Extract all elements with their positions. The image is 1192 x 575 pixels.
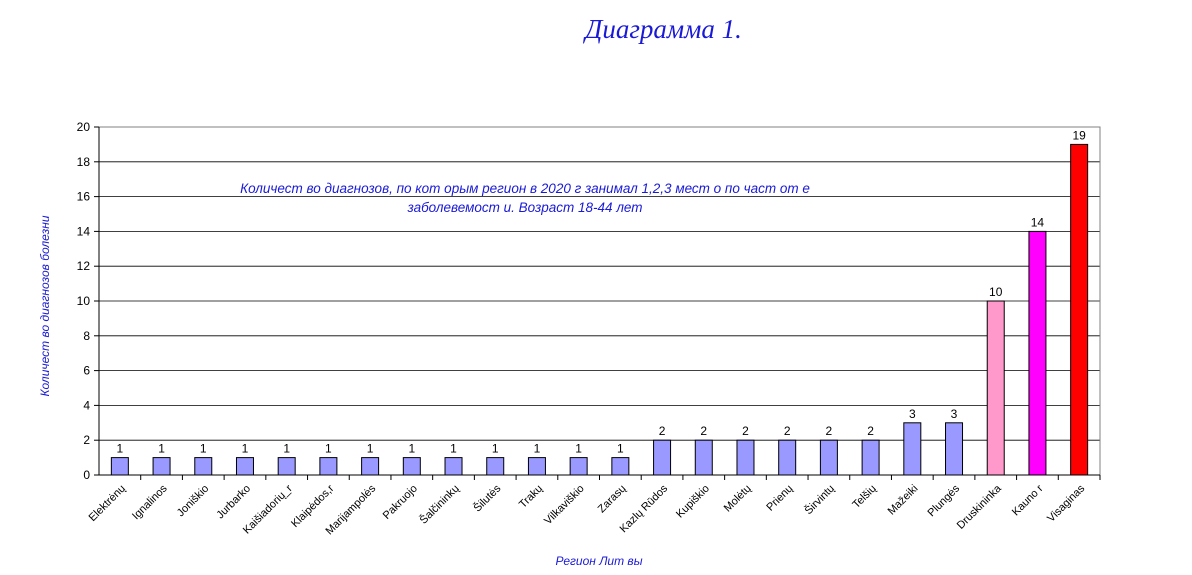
bar-13 (653, 439, 672, 476)
x-tick-label-17: Širvintų (802, 482, 837, 517)
x-tick-label-19: Mažeiki (886, 483, 921, 518)
bar-7 (402, 457, 421, 476)
x-tick-label-15: Molėtų (722, 483, 754, 515)
data-label-13: 2 (659, 424, 666, 438)
x-tick-label-2: Joniškio (175, 483, 212, 520)
axes (94, 126, 1101, 480)
bar-14 (694, 439, 713, 476)
bar-4 (277, 457, 296, 476)
x-tick-label-14: Kupiškio (674, 483, 712, 521)
data-label-3: 1 (242, 442, 249, 456)
bars (110, 143, 1089, 476)
data-label-18: 2 (867, 424, 874, 438)
x-tick-label-1: Ignalinos (130, 482, 170, 522)
y-tick-label: 2 (83, 433, 90, 447)
x-tick-label-21: Druskininka (955, 482, 1005, 532)
data-label-16: 2 (784, 424, 791, 438)
bar-10 (527, 457, 546, 476)
bar-12 (611, 457, 630, 476)
x-axis-title: Регион Лит вы (555, 554, 642, 568)
bar-8 (444, 457, 463, 476)
bar-5 (319, 457, 338, 476)
x-tick-label-8: Šalčininkų (417, 482, 462, 527)
gridlines (99, 161, 1100, 441)
x-tick-label-10: Trakų (517, 483, 545, 511)
x-tick-label-0: Elektrėnų (87, 483, 128, 524)
data-label-10: 1 (534, 442, 541, 456)
data-label-12: 1 (617, 442, 624, 456)
bar-11 (569, 457, 588, 476)
x-tick-label-12: Zarasų (596, 483, 629, 516)
bar-3 (235, 457, 254, 476)
data-label-11: 1 (575, 442, 582, 456)
y-tick-label: 16 (77, 190, 91, 204)
chart-annotation-line-1: Количест во диагнозов, по кот орым регио… (240, 181, 810, 196)
data-label-17: 2 (826, 424, 833, 438)
x-tick-label-16: Prienų (764, 483, 795, 514)
data-label-2: 1 (200, 442, 207, 456)
bar-2 (194, 457, 213, 476)
x-tick-label-3: Jurbarko (214, 483, 253, 522)
x-tick-label-11: Vilkaviškio (542, 483, 587, 528)
data-label-4: 1 (283, 442, 290, 456)
x-tick-label-22: Kauno r (1010, 482, 1046, 518)
bar-19 (903, 422, 922, 476)
data-label-6: 1 (367, 442, 374, 456)
bar-0 (110, 457, 129, 476)
bar-20 (945, 422, 964, 476)
x-tick-label-20: Plungės (926, 482, 963, 519)
data-label-21: 10 (989, 285, 1003, 299)
data-label-15: 2 (742, 424, 749, 438)
data-label-22: 14 (1031, 215, 1045, 229)
data-label-7: 1 (408, 442, 415, 456)
data-label-1: 1 (158, 442, 165, 456)
y-axis-title: Количест во диагнозов болезни (38, 215, 52, 396)
bar-23 (1070, 143, 1089, 476)
data-label-0: 1 (117, 442, 124, 456)
x-tick-label-9: Šilutės (471, 482, 504, 515)
data-label-9: 1 (492, 442, 499, 456)
bar-21 (986, 300, 1005, 476)
data-label-14: 2 (700, 424, 707, 438)
y-tick-label: 0 (83, 468, 90, 482)
x-tick-label-7: Pakruojo (381, 483, 420, 522)
y-tick-label: 6 (83, 364, 90, 378)
y-tick-label: 18 (77, 155, 91, 169)
y-tick-label: 4 (83, 398, 90, 412)
data-label-20: 3 (951, 407, 958, 421)
data-label-5: 1 (325, 442, 332, 456)
y-tick-label: 14 (77, 224, 91, 238)
diagram-heading: Диаграмма 1. (585, 14, 742, 44)
bar-16 (778, 439, 797, 476)
y-tick-label: 8 (83, 329, 90, 343)
data-label-23: 19 (1072, 128, 1086, 142)
y-tick-label: 12 (77, 259, 91, 273)
x-tick-label-23: Visaginas (1045, 482, 1087, 524)
data-label-8: 1 (450, 442, 457, 456)
bar-6 (361, 457, 380, 476)
bar-18 (861, 439, 880, 476)
bar-15 (736, 439, 755, 476)
bar-1 (152, 457, 171, 476)
chart-annotation-line-2: заболевемост и. Возраст 18-44 лет (406, 200, 642, 215)
bar-17 (819, 439, 838, 476)
y-tick-label: 10 (77, 294, 91, 308)
bar-22 (1028, 230, 1047, 476)
data-label-19: 3 (909, 407, 916, 421)
x-tick-label-18: Telšių (850, 483, 878, 511)
bar-9 (486, 457, 505, 476)
y-tick-label: 20 (77, 120, 91, 134)
